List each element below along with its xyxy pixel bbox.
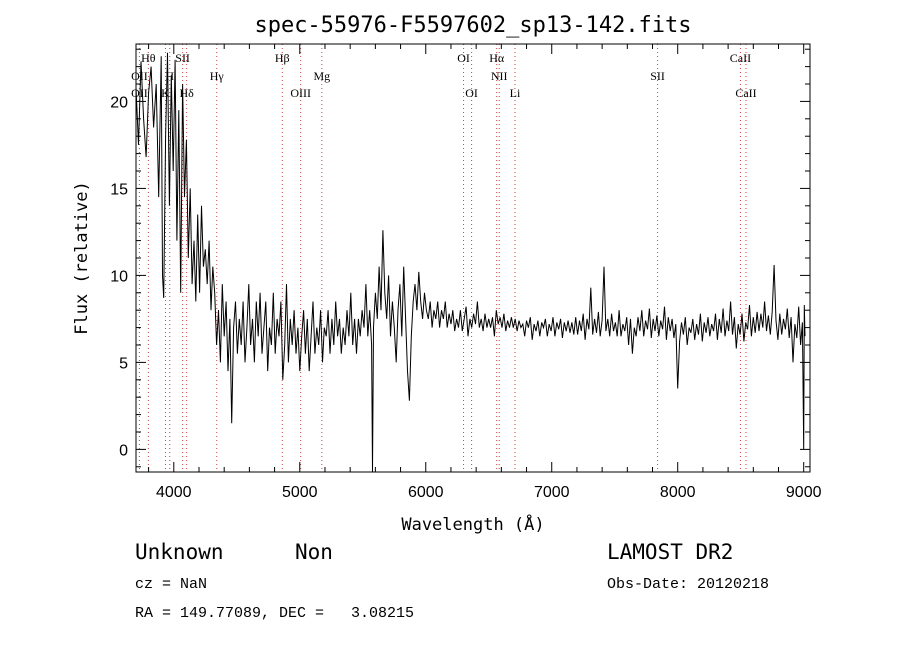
spectral-line-label: OII	[131, 69, 148, 83]
obs-date-text: Obs-Date: 20120218	[607, 576, 770, 593]
y-tick-label: 5	[119, 355, 128, 372]
x-tick-label: 8000	[660, 484, 696, 501]
chart-title: spec-55976-F5597602_sp13-142.fits	[254, 13, 691, 38]
x-tick-label: 7000	[534, 484, 570, 501]
spectral-line-label: OIII	[290, 86, 311, 100]
spectral-line-label: OII	[131, 86, 148, 100]
y-tick-label: 0	[119, 442, 128, 459]
spectral-line-label: CaII	[735, 86, 756, 100]
spectral-line-label: Hγ	[210, 69, 225, 83]
y-tick-label: 15	[110, 181, 128, 198]
y-tick-label: 10	[110, 268, 128, 285]
spectral-class: Unknown	[135, 540, 224, 564]
spectral-line-label: SII	[175, 51, 190, 65]
x-axis-label: Wavelength (Å)	[401, 513, 544, 535]
spectral-line-label: K	[161, 86, 170, 100]
spectral-line-label: H	[165, 69, 174, 83]
coordinates-text: RA = 149.77089, DEC = 3.08215	[135, 605, 415, 622]
redshift-text: cz = NaN	[135, 576, 208, 593]
spectral-line-label: OI	[465, 86, 478, 100]
spectral-subclass: Non	[295, 540, 333, 564]
x-tick-label: 6000	[408, 484, 444, 501]
spectral-line-label: SII	[650, 69, 665, 83]
y-axis-label: Flux (relative)	[72, 181, 92, 335]
spectral-line-markers	[138, 44, 747, 472]
x-tick-label: 9000	[786, 484, 822, 501]
spectrum-chart: spec-55976-F5597602_sp13-142.fits 4000 50…	[72, 13, 822, 535]
x-tick-label: 4000	[156, 484, 192, 501]
y-axis: 0 5 10 15 20	[110, 48, 810, 468]
spectral-line-label: Hδ	[179, 86, 194, 100]
survey-name: LAMOST DR2	[607, 540, 734, 564]
spectral-line-label: OI	[457, 51, 470, 65]
y-tick-label: 20	[110, 94, 128, 111]
spectral-line-label: CaII	[730, 51, 751, 65]
x-tick-label: 5000	[282, 484, 318, 501]
spectral-line-label: Mg	[313, 69, 330, 83]
plot-frame	[135, 43, 811, 473]
spectrum-line	[135, 52, 806, 473]
spectral-line-label: Hθ	[141, 51, 156, 65]
spectral-line-label: Hβ	[275, 51, 290, 65]
x-axis: 4000 5000 6000 7000 8000 9000	[148, 44, 822, 501]
spectral-line-label: Hα	[489, 51, 505, 65]
spectral-line-label: NII	[491, 69, 508, 83]
spectral-line-label: Li	[510, 86, 521, 100]
spectrum-series	[135, 52, 806, 473]
